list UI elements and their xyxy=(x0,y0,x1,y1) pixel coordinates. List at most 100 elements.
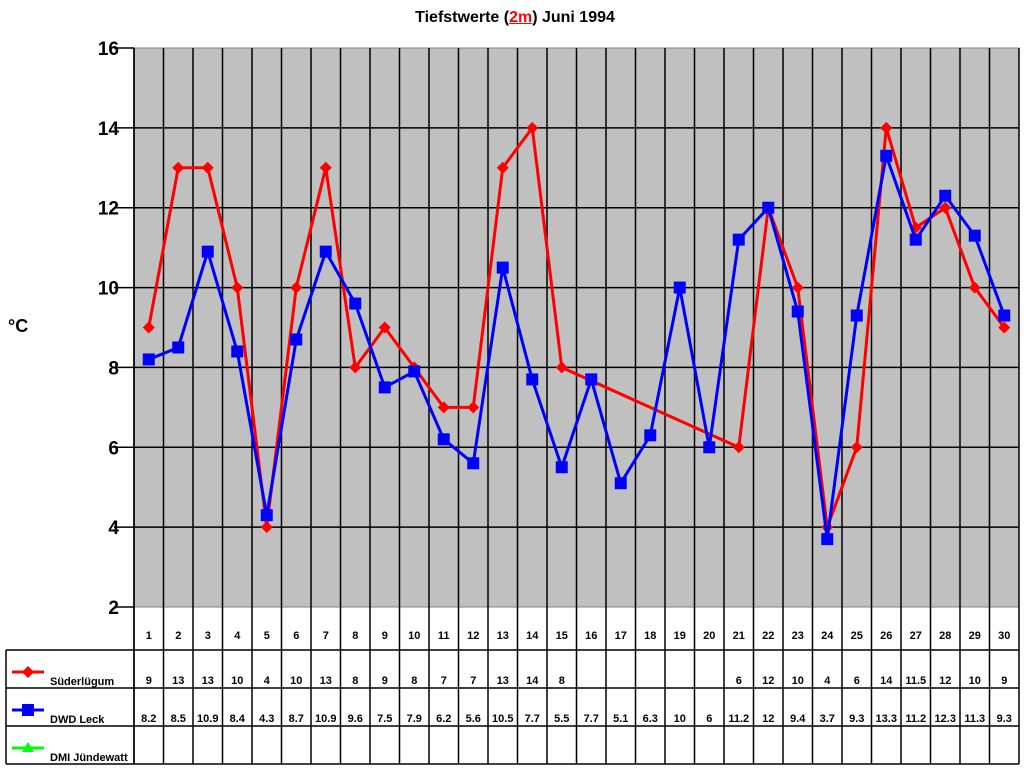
square-marker xyxy=(526,373,539,386)
title-suffix: ) Juni 1994 xyxy=(532,9,615,26)
table-cell: 11.3 xyxy=(964,713,985,725)
y-axis: 2 4 6 8 10 12 14 16 xyxy=(98,39,135,764)
square-marker xyxy=(378,381,391,394)
square-marker xyxy=(496,261,509,274)
y-tick-label: 16 xyxy=(98,39,119,60)
table-cell: 5.5 xyxy=(554,713,569,725)
day-label: 8 xyxy=(352,630,358,642)
diamond-icon xyxy=(22,666,34,678)
table-cell: 9 xyxy=(382,675,388,687)
square-marker xyxy=(467,457,480,470)
table-cell: 13.3 xyxy=(876,713,897,725)
table-cell: 10.5 xyxy=(492,713,513,725)
square-marker xyxy=(673,281,686,294)
y-tick-label: 10 xyxy=(98,279,119,300)
day-label: 22 xyxy=(762,630,774,642)
day-label: 16 xyxy=(585,630,597,642)
day-label: 18 xyxy=(644,630,656,642)
square-icon xyxy=(22,704,34,716)
y-axis-label: °C xyxy=(8,316,29,336)
series-dwd-leck xyxy=(142,149,1011,546)
table-cell: 8.2 xyxy=(141,713,156,725)
day-label: 2 xyxy=(175,630,181,642)
legend-dmi-j-ndewatt: DMI Jündewatt xyxy=(12,742,128,764)
title-highlight-link[interactable]: 2m xyxy=(509,9,533,26)
table-cell: 11.2 xyxy=(728,713,749,725)
table-cell: 13 xyxy=(172,675,184,687)
day-label: 19 xyxy=(674,630,686,642)
legend-dwd-leck: DWD Leck xyxy=(12,704,105,726)
table-cell: 6 xyxy=(706,713,712,725)
table-cell: 9.6 xyxy=(348,713,363,725)
square-marker xyxy=(172,341,185,354)
table-cell: 7 xyxy=(441,675,447,687)
diamond-marker xyxy=(467,401,480,414)
y-tick-label: 8 xyxy=(108,358,119,379)
day-label: 23 xyxy=(792,630,804,642)
table-cell: 10 xyxy=(792,675,804,687)
table-cell: 10 xyxy=(674,713,686,725)
legend-label: DWD Leck xyxy=(50,714,105,726)
diamond-marker xyxy=(437,401,450,414)
table-cell: 4.3 xyxy=(259,713,274,725)
table-cell: 10 xyxy=(231,675,243,687)
diamond-marker xyxy=(968,281,981,294)
day-label: 15 xyxy=(556,630,568,642)
square-marker xyxy=(644,429,657,442)
square-marker xyxy=(821,533,834,546)
table-cell: 12.3 xyxy=(935,713,956,725)
day-label: 13 xyxy=(497,630,509,642)
chart-title: Tiefstwerte (2m) Juni 1994 xyxy=(0,9,1024,27)
diamond-marker xyxy=(172,161,185,174)
square-marker xyxy=(791,305,804,318)
diamond-marker xyxy=(850,441,863,454)
table-cell: 12 xyxy=(762,713,774,725)
day-label: 6 xyxy=(293,630,299,642)
diamond-marker xyxy=(231,281,244,294)
diamond-marker xyxy=(998,321,1011,334)
table-cell: 14 xyxy=(880,675,893,687)
day-label: 11 xyxy=(438,630,450,642)
table-cell: 6.2 xyxy=(436,713,451,725)
diamond-marker xyxy=(378,321,391,334)
day-label: 27 xyxy=(910,630,922,642)
diamond-marker xyxy=(880,121,893,134)
square-marker xyxy=(909,233,922,246)
table-cell: 9.3 xyxy=(997,713,1012,725)
diamond-marker xyxy=(201,161,214,174)
title-prefix: Tiefstwerte ( xyxy=(415,9,510,26)
legend-label: DMI Jündewatt xyxy=(50,752,128,764)
table-cell: 9 xyxy=(146,675,152,687)
y-tick-label: 2 xyxy=(108,598,119,619)
table-cell: 12 xyxy=(762,675,774,687)
day-label: 24 xyxy=(821,630,834,642)
diamond-marker xyxy=(260,521,273,534)
table-cell: 7.5 xyxy=(377,713,392,725)
table-cell: 14 xyxy=(526,675,539,687)
day-label: 25 xyxy=(851,630,863,642)
table-cell: 7.7 xyxy=(584,713,599,725)
diamond-marker xyxy=(496,161,509,174)
table-cell: 5.1 xyxy=(613,713,628,725)
table-cell: 13 xyxy=(320,675,332,687)
square-marker xyxy=(732,233,745,246)
table-cell: 13 xyxy=(202,675,214,687)
square-marker xyxy=(319,245,332,258)
square-marker xyxy=(614,477,627,490)
series-lines xyxy=(142,121,1011,546)
day-label: 14 xyxy=(526,630,539,642)
triangle-icon xyxy=(22,742,34,752)
day-label: 5 xyxy=(264,630,270,642)
square-marker xyxy=(585,373,598,386)
square-marker xyxy=(703,441,716,454)
square-marker xyxy=(408,365,421,378)
square-marker xyxy=(231,345,244,358)
y-tick-label: 12 xyxy=(98,199,119,220)
legend-label: Süderlügum xyxy=(50,676,114,688)
day-label: 9 xyxy=(382,630,388,642)
day-label: 30 xyxy=(998,630,1010,642)
square-marker xyxy=(290,333,303,346)
table-cell: 6 xyxy=(854,675,860,687)
table-cell: 12 xyxy=(939,675,951,687)
square-marker xyxy=(998,309,1011,322)
